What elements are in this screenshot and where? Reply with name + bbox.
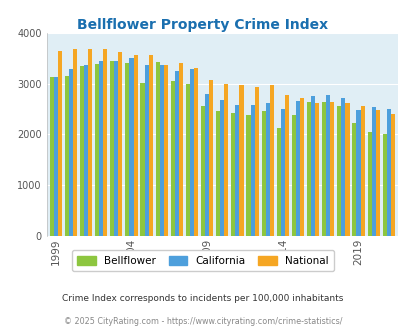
Bar [215, 111, 220, 236]
Bar [53, 77, 58, 236]
Bar [382, 135, 386, 236]
Bar [341, 98, 345, 236]
Bar [235, 105, 239, 236]
Bar [99, 61, 103, 236]
Bar [352, 123, 356, 236]
Bar [171, 81, 175, 236]
Bar [337, 106, 341, 236]
Bar [239, 85, 243, 236]
Bar [73, 49, 77, 236]
Bar [200, 106, 205, 236]
Bar [284, 95, 288, 236]
Bar [95, 64, 99, 236]
Bar [367, 132, 371, 236]
Bar [125, 63, 129, 236]
Bar [224, 84, 228, 236]
Bar [360, 106, 364, 236]
Bar [103, 49, 107, 236]
Bar [321, 102, 325, 236]
Bar [356, 110, 360, 236]
Bar [49, 77, 53, 236]
Bar [295, 101, 299, 236]
Text: Bellflower Property Crime Index: Bellflower Property Crime Index [77, 18, 328, 32]
Bar [314, 103, 318, 236]
Bar [386, 109, 390, 236]
Bar [140, 83, 144, 236]
Bar [110, 61, 114, 236]
Bar [220, 100, 224, 236]
Bar [80, 66, 84, 236]
Bar [133, 55, 137, 236]
Bar [190, 69, 194, 236]
Bar [325, 95, 330, 236]
Bar [159, 65, 163, 236]
Bar [148, 55, 152, 236]
Bar [371, 107, 375, 236]
Bar [280, 109, 284, 236]
Bar [144, 65, 148, 236]
Bar [261, 111, 265, 236]
Legend: Bellflower, California, National: Bellflower, California, National [72, 250, 333, 271]
Bar [390, 114, 394, 236]
Bar [114, 61, 118, 236]
Bar [84, 65, 88, 236]
Bar [276, 128, 280, 236]
Bar [185, 84, 190, 236]
Bar [69, 69, 73, 236]
Bar [345, 103, 349, 236]
Bar [155, 62, 159, 236]
Bar [310, 96, 314, 236]
Bar [163, 65, 167, 236]
Bar [209, 80, 213, 236]
Bar [291, 115, 295, 236]
Bar [299, 98, 303, 236]
Bar [88, 49, 92, 236]
Bar [58, 51, 62, 236]
Bar [375, 110, 379, 236]
Text: Crime Index corresponds to incidents per 100,000 inhabitants: Crime Index corresponds to incidents per… [62, 294, 343, 303]
Bar [269, 85, 273, 236]
Bar [330, 102, 334, 236]
Bar [250, 105, 254, 236]
Bar [129, 58, 133, 236]
Bar [254, 87, 258, 236]
Bar [175, 71, 179, 236]
Bar [179, 63, 183, 236]
Bar [265, 103, 269, 236]
Bar [65, 76, 69, 236]
Bar [246, 115, 250, 236]
Bar [306, 102, 310, 236]
Text: © 2025 CityRating.com - https://www.cityrating.com/crime-statistics/: © 2025 CityRating.com - https://www.city… [64, 317, 341, 326]
Bar [205, 94, 209, 236]
Bar [194, 68, 198, 236]
Bar [231, 113, 235, 236]
Bar [118, 52, 122, 236]
